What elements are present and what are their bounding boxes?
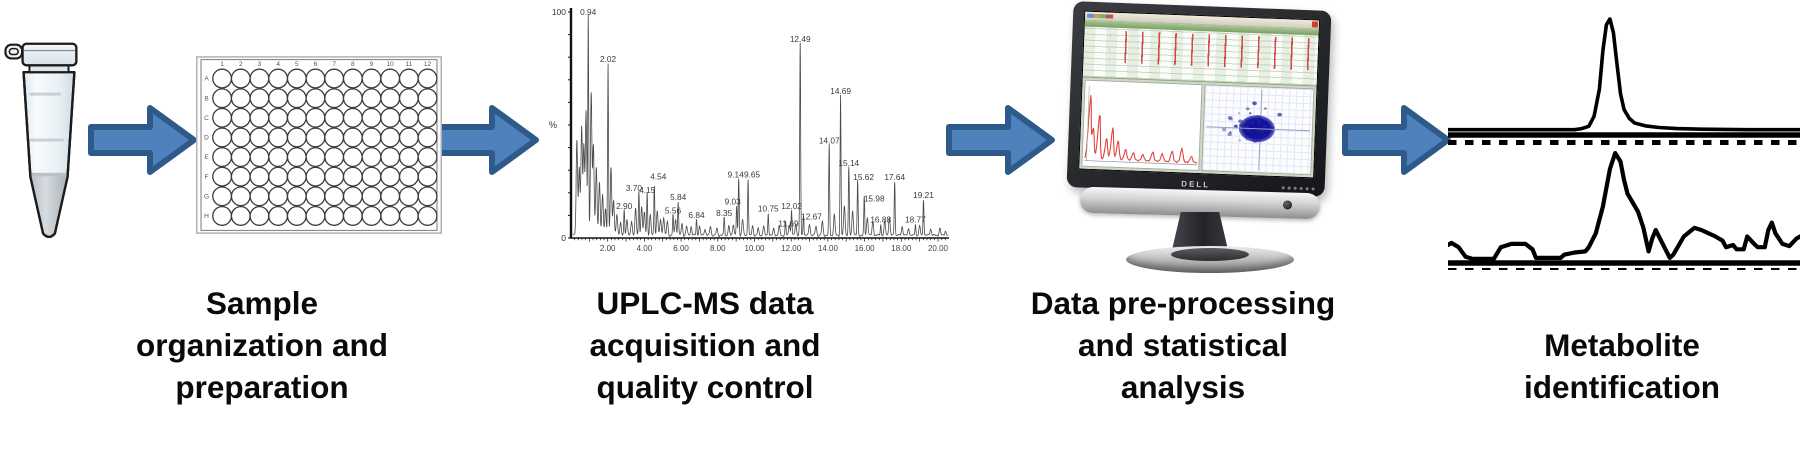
svg-text:C: C	[204, 115, 209, 122]
svg-text:9: 9	[370, 61, 374, 68]
svg-text:5: 5	[295, 61, 299, 68]
uplc-tic-chromatogram: 100 0% 2.00 4.00 6.00 8.00 10.00 12.00 14.00 16.0…	[549, 7, 949, 253]
svg-text:10.00: 10.00	[744, 244, 765, 253]
svg-text:0: 0	[561, 233, 566, 243]
analysis-panels	[1079, 77, 1317, 178]
svg-text:E: E	[204, 154, 209, 161]
svg-text:18.77: 18.77	[905, 215, 926, 225]
svg-text:A: A	[204, 76, 209, 83]
metabolite-chromatograms	[1448, 17, 1800, 270]
caption-sample-preparation: Sample organization and preparation	[136, 285, 388, 405]
monitor-bezel: DELL	[1066, 1, 1332, 197]
table-data-marks	[1109, 30, 1315, 71]
svg-text:4.15: 4.15	[639, 185, 656, 195]
caption-data-processing: Data pre-processing and statistical anal…	[1030, 285, 1336, 405]
svg-text:15.62: 15.62	[853, 172, 874, 182]
svg-text:7: 7	[332, 61, 336, 68]
svg-text:%: %	[549, 120, 557, 130]
arrow-right-icon	[946, 105, 1055, 175]
svg-text:6.84: 6.84	[688, 210, 705, 220]
svg-text:16.88: 16.88	[870, 215, 891, 225]
monitor-stand-base	[1126, 246, 1294, 273]
arrow-right-icon	[1342, 105, 1451, 175]
data-table-panel	[1082, 20, 1319, 88]
svg-text:5.56: 5.56	[665, 206, 682, 216]
svg-text:8: 8	[351, 61, 355, 68]
svg-text:3: 3	[258, 61, 262, 68]
svg-text:15.98: 15.98	[864, 194, 885, 204]
close-button-icon	[1311, 21, 1319, 28]
svg-text:8.00: 8.00	[710, 244, 726, 253]
svg-text:2.90: 2.90	[616, 201, 633, 211]
arrow-right-icon	[430, 105, 539, 175]
svg-text:12: 12	[424, 61, 432, 68]
svg-text:8.35: 8.35	[716, 208, 733, 218]
svg-text:9.03: 9.03	[725, 197, 742, 207]
svg-text:10: 10	[387, 61, 395, 68]
svg-text:D: D	[204, 135, 209, 142]
svg-text:14.69: 14.69	[830, 86, 851, 96]
pca-scatter-panel	[1201, 84, 1315, 176]
svg-text:14.00: 14.00	[818, 244, 839, 253]
svg-text:16.00: 16.00	[855, 244, 876, 253]
power-knob-icon	[1282, 200, 1293, 210]
svg-text:1: 1	[220, 61, 224, 68]
monitor-screen	[1078, 10, 1321, 179]
svg-text:18.00: 18.00	[891, 244, 912, 253]
arrow-right-icon	[88, 105, 197, 175]
svg-text:2.02: 2.02	[600, 54, 617, 64]
svg-text:19.21: 19.21	[913, 190, 934, 200]
svg-text:11: 11	[405, 61, 412, 68]
svg-text:F: F	[205, 174, 209, 181]
svg-text:12.00: 12.00	[781, 244, 802, 253]
svg-text:H: H	[204, 213, 209, 220]
svg-text:4: 4	[276, 61, 280, 68]
caption-metabolite-id: Metabolite identification	[1524, 327, 1720, 405]
svg-text:0.94: 0.94	[580, 7, 597, 17]
svg-text:10.75: 10.75	[758, 203, 779, 213]
svg-text:2.00: 2.00	[600, 244, 616, 253]
svg-text:15.14: 15.14	[838, 158, 859, 168]
svg-text:14.07: 14.07	[819, 136, 840, 146]
svg-text:B: B	[204, 95, 208, 102]
svg-text:2: 2	[239, 61, 243, 68]
svg-text:5.84: 5.84	[670, 192, 687, 202]
svg-text:11.69: 11.69	[778, 218, 799, 228]
svg-text:3.70: 3.70	[626, 183, 643, 193]
svg-text:12.02: 12.02	[781, 201, 802, 211]
microcentrifuge-tube-icon	[4, 42, 78, 239]
computer-monitor: DELL	[1056, 0, 1340, 274]
caption-uplc-ms: UPLC-MS data acquisition and quality con…	[589, 285, 821, 405]
svg-text:6.00: 6.00	[673, 244, 689, 253]
svg-text:20.00: 20.00	[928, 244, 949, 253]
svg-text:100: 100	[552, 7, 566, 17]
svg-text:6: 6	[314, 61, 318, 68]
svg-text:9.14: 9.14	[728, 170, 745, 180]
svg-text:G: G	[204, 194, 209, 201]
svg-text:4.54: 4.54	[650, 171, 667, 181]
svg-text:9.65: 9.65	[744, 170, 761, 180]
svg-text:12.49: 12.49	[790, 34, 811, 44]
svg-text:12.67: 12.67	[801, 212, 822, 222]
svg-text:4.00: 4.00	[637, 244, 653, 253]
screen-chromatogram-panel	[1081, 79, 1203, 172]
svg-text:17.64: 17.64	[884, 172, 905, 182]
